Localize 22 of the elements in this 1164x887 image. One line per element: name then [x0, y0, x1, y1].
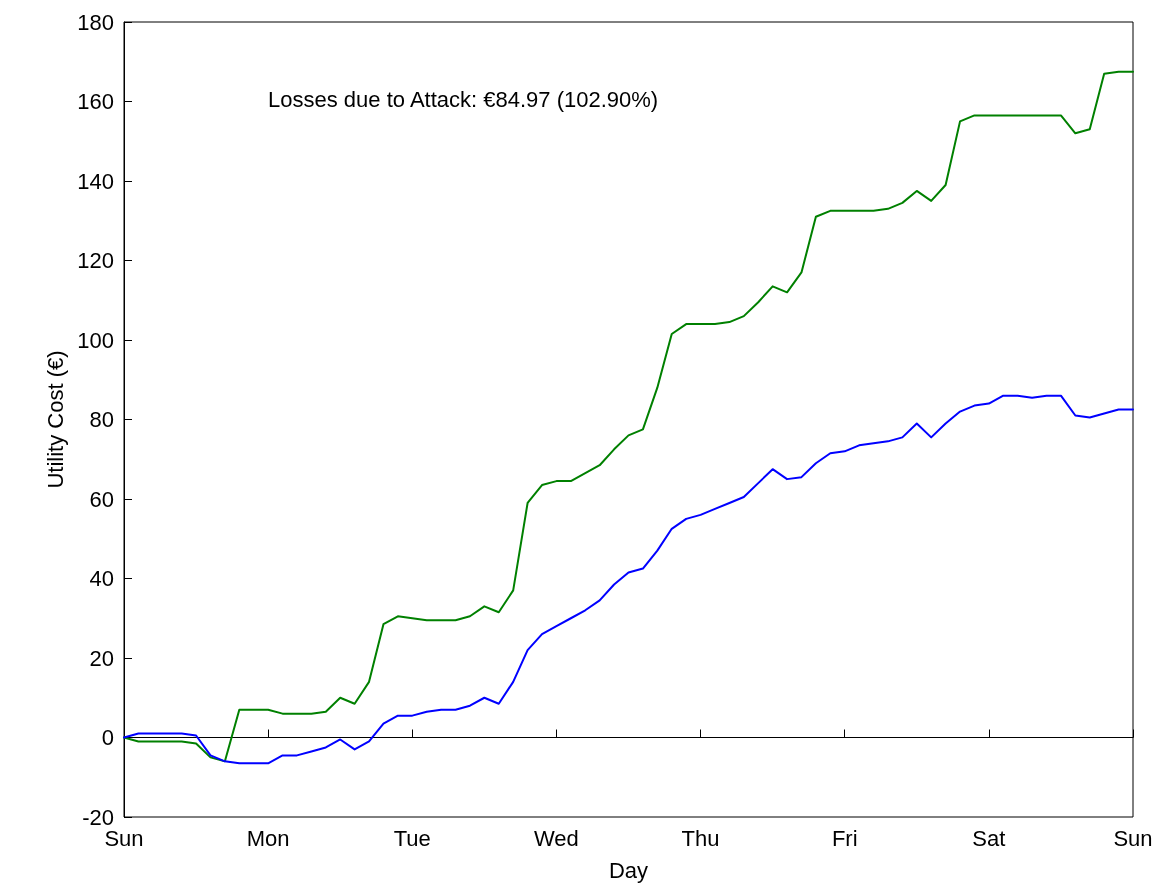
x-tick-label: Mon — [246, 825, 290, 851]
line-series — [123, 70, 1134, 763]
y-tick-label: 120 — [77, 248, 114, 273]
y-tick-label: 0 — [101, 725, 114, 750]
y-tick-label: 80 — [89, 407, 114, 432]
x-tick-label: Wed — [534, 825, 579, 851]
y-tick-label: 100 — [77, 327, 114, 353]
line-series — [123, 394, 1134, 765]
x-axis-title: Day — [608, 857, 649, 883]
x-tick-label: Sat — [972, 825, 1006, 851]
y-tick-label: 160 — [77, 89, 114, 114]
y-tick-label: 20 — [89, 645, 114, 671]
annotation: Losses due to Attack: €84.97 (102.90%) — [268, 86, 659, 112]
x-tick-label: Tue — [393, 825, 431, 851]
x-tick-label: Sun — [1113, 825, 1153, 851]
x-tick-label: Thu — [681, 825, 720, 851]
y-tick-label: 180 — [77, 9, 114, 35]
y-axis-title: Utility Cost (€) — [42, 350, 68, 489]
x-tick-label: Fri — [831, 825, 858, 851]
y-tick-label: 140 — [77, 168, 114, 194]
y-tick-label: 60 — [89, 486, 114, 512]
y-tick-label: 40 — [89, 566, 114, 591]
